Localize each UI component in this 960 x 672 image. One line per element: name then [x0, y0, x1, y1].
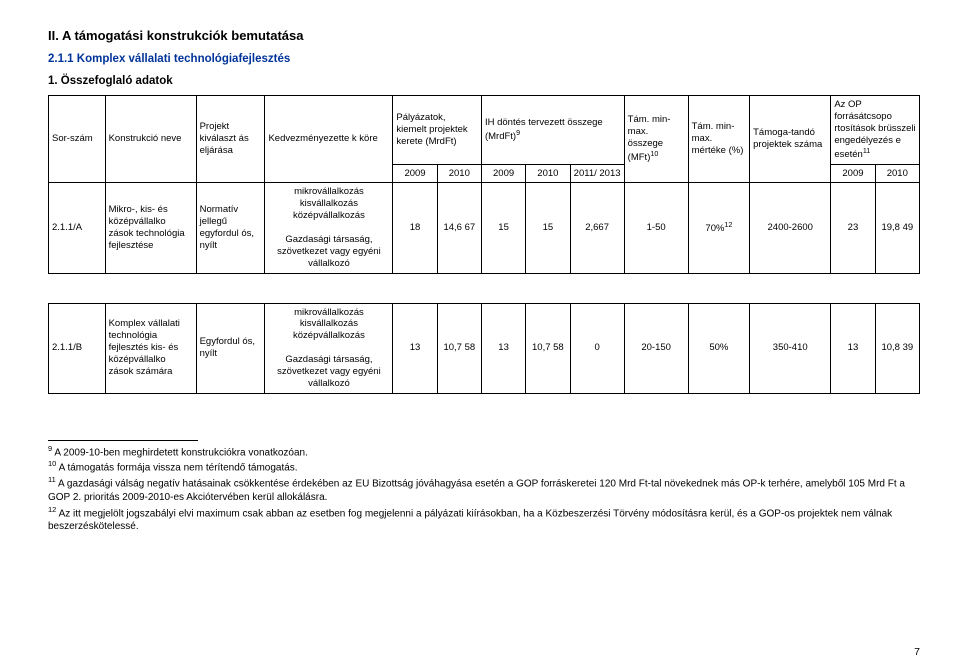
col-palyazatok: Pályázatok, kiemelt projektek kerete (Mr…: [393, 96, 482, 165]
cell-sorszam: 2.1.1/A: [49, 183, 106, 273]
sup-9: 9: [516, 129, 520, 137]
cell-v6: 1-50: [624, 183, 688, 273]
col-2010-a: 2010: [437, 164, 481, 183]
col-konstrukcio: Konstrukció neve: [105, 96, 196, 183]
table-row: 2.1.1/A Mikro-, kis- és középvállalko zá…: [49, 183, 920, 273]
cell-v4: 10,7 58: [526, 303, 570, 393]
cell-v7: 70%12: [688, 183, 750, 273]
cell-kedv: mikrovállalkozás kisvállalkozás középvál…: [265, 183, 393, 273]
cell-v8: 350-410: [750, 303, 831, 393]
col-tam-osszeg: Tám. min-max. összege (MFt)10: [624, 96, 688, 183]
heading-main: II. A támogatási konstrukciók bemutatása: [48, 28, 920, 43]
footnote-9: 9 A 2009-10-ben meghirdetett konstrukció…: [48, 444, 920, 460]
col-2009-b: 2009: [481, 164, 525, 183]
data-table: Sor-szám Konstrukció neve Projekt kivála…: [48, 95, 920, 394]
footnote-11: 11 A gazdasági válság negatív hatásainak…: [48, 475, 920, 504]
footnotes: 9 A 2009-10-ben meghirdetett konstrukció…: [48, 440, 920, 534]
col-projekt: Projekt kiválaszt ás eljárása: [196, 96, 265, 183]
col-2010-c: 2010: [875, 164, 919, 183]
col-2009-c: 2009: [831, 164, 875, 183]
cell-v3: 13: [481, 303, 525, 393]
cell-konstrukcio: Komplex vállalati technológia fejlesztés…: [105, 303, 196, 393]
col-tamogatando: Támoga-tandó projektek száma: [750, 96, 831, 183]
cell-v5: 0: [570, 303, 624, 393]
col-ih-unit: (MrdFt): [485, 131, 516, 142]
cell-projekt: Normatív jellegű egyfordul ós, nyílt: [196, 183, 265, 273]
table-row: 2.1.1/B Komplex vállalati technológia fe…: [49, 303, 920, 393]
col-2010-b: 2010: [526, 164, 570, 183]
cell-v6: 20-150: [624, 303, 688, 393]
footnote-10: 10 A támogatás formája vissza nem téríte…: [48, 459, 920, 475]
col-op-text: Az OP forrásátcsopo rtosítások brüsszeli…: [834, 99, 915, 160]
sup-10: 10: [650, 150, 658, 158]
cell-v2: 10,7 58: [437, 303, 481, 393]
col-2011-2013: 2011/ 2013: [570, 164, 624, 183]
sup-11: 11: [863, 147, 870, 155]
heading-sub: 2.1.1 Komplex vállalati technológiafejle…: [48, 53, 920, 65]
cell-v8: 2400-2600: [750, 183, 831, 273]
footnote-12: 12 Az itt megjelölt jogszabályi elvi max…: [48, 505, 920, 534]
table-header-row-1: Sor-szám Konstrukció neve Projekt kivála…: [49, 96, 920, 165]
cell-v3: 15: [481, 183, 525, 273]
cell-projekt: Egyfordul ós, nyílt: [196, 303, 265, 393]
col-op: Az OP forrásátcsopo rtosítások brüsszeli…: [831, 96, 920, 165]
cell-sorszam: 2.1.1/B: [49, 303, 106, 393]
cell-v4: 15: [526, 183, 570, 273]
cell-v10: 19,8 49: [875, 183, 919, 273]
col-kedv: Kedvezményezette k köre: [265, 96, 393, 183]
col-tam-mertek: Tám. min-max. mértéke (%): [688, 96, 750, 183]
cell-v7: 50%: [688, 303, 750, 393]
cell-v9: 23: [831, 183, 875, 273]
cell-v2: 14,6 67: [437, 183, 481, 273]
cell-v1: 18: [393, 183, 437, 273]
heading-section: 1. Összefoglaló adatok: [48, 75, 920, 87]
cell-kedv: mikrovállalkozás kisvállalkozás középvál…: [265, 303, 393, 393]
col-sorszam: Sor-szám: [49, 96, 106, 183]
cell-v1: 13: [393, 303, 437, 393]
col-ih-text: IH döntés tervezett összege: [485, 117, 603, 128]
page-number: 7: [914, 646, 920, 658]
cell-v5: 2,667: [570, 183, 624, 273]
footnote-rule: [48, 440, 198, 441]
table-spacer: [49, 273, 920, 303]
cell-v9: 13: [831, 303, 875, 393]
col-ih: IH döntés tervezett összege (MrdFt)9: [481, 96, 624, 165]
sup-12: 12: [724, 221, 732, 229]
col-2009-a: 2009: [393, 164, 437, 183]
cell-konstrukcio: Mikro-, kis- és középvállalko zások tech…: [105, 183, 196, 273]
cell-v10: 10,8 39: [875, 303, 919, 393]
